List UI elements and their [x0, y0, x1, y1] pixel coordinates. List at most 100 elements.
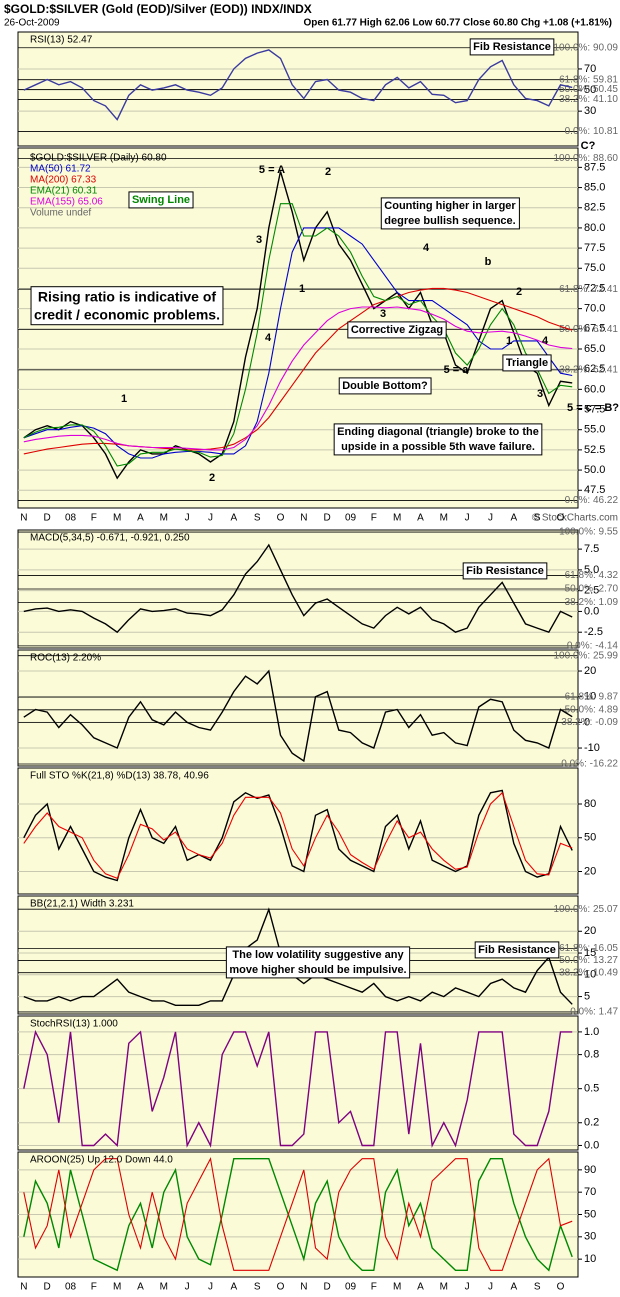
y-tick-label: 82.5	[584, 202, 605, 214]
annotation-text: 5 = a	[444, 364, 470, 376]
date: 26-Oct-2009	[4, 18, 60, 29]
panel-title: ROC(13) 2.20%	[30, 653, 101, 664]
fib-label: 38.2%: 1.09	[565, 597, 619, 608]
annotation-text: 4	[542, 335, 549, 347]
y-tick-label: 85.0	[584, 181, 605, 193]
annotation: Fib Resistance	[469, 38, 555, 56]
x-tick-label: J	[185, 513, 190, 524]
x-tick-label: J	[488, 1282, 493, 1293]
x-tick-label: M	[160, 513, 168, 524]
annotation-text: degree bullish sequence.	[384, 215, 515, 227]
y-tick-label: 5	[584, 990, 590, 1002]
annotation: Ending diagonal (triangle) broke to the u…	[333, 423, 543, 456]
annotation: 1	[506, 335, 512, 347]
annotation-box	[474, 941, 560, 959]
annotation-text: 2	[209, 472, 215, 484]
series-line	[23, 287, 573, 455]
annotation-text: 4	[265, 332, 272, 344]
fib-label: 0.0%: 10.81	[565, 126, 619, 137]
x-tick-label: O	[557, 513, 565, 524]
panel: -2.5 0.0 2.5 5.0 7.5 100.0%: 9.55 61.8%: 4.32 5…	[17, 527, 619, 651]
fib-label: 50.0%: 50.45	[559, 84, 618, 95]
panel-title: BB(21,2.1) Width 3.231	[30, 899, 134, 910]
x-tick-label: 09	[345, 513, 357, 524]
panel: 0.0 0.2 0.5 0.8 1.0 StochRSI(13) 1.000	[17, 1015, 599, 1151]
y-tick-label: 80	[584, 798, 596, 810]
series-line	[23, 907, 573, 1006]
annotation-text: upside in a possible 5th wave failure.	[341, 441, 535, 453]
annotation-text: Ending diagonal (triangle) broke to the	[337, 426, 539, 438]
annotation: Rising ratio is indicative of credit / ec…	[30, 286, 224, 326]
y-tick-label: 57.5	[584, 403, 605, 415]
series-line	[23, 1029, 573, 1148]
annotation-text: 2	[325, 166, 331, 178]
annotation-text: Rising ratio is indicative of	[38, 289, 216, 305]
annotation: 5 = a	[444, 364, 470, 376]
x-tick-label: J	[465, 1282, 470, 1293]
annotation: 4	[423, 242, 430, 254]
x-tick-label: N	[300, 1282, 307, 1293]
x-tick-label: J	[488, 513, 493, 524]
y-tick-label: 0.2	[584, 1117, 599, 1129]
panel: 20 50 80 Full STO %K(21,8) %D(13) 38.78, 40…	[17, 767, 596, 895]
x-tick-label: A	[230, 513, 237, 524]
annotation: 2	[516, 286, 522, 298]
annotation-text: 3	[537, 388, 543, 400]
y-tick-label: 10	[584, 969, 596, 981]
legend-entry: $GOLD:$SILVER (Daily) 60.80	[30, 153, 167, 164]
x-tick-label: S	[254, 513, 261, 524]
fib-label: 50.0%: 13.27	[559, 955, 618, 966]
annotation: 2	[209, 472, 215, 484]
fib-label: 38.2%: -0.09	[561, 717, 618, 728]
panel-title: MACD(5,34,5) -0.671, -0.921, 0.250	[30, 533, 190, 544]
x-tick-label: J	[208, 513, 213, 524]
panel-title: RSI(13) 52.47	[30, 35, 93, 46]
y-tick-label: -10	[584, 742, 600, 754]
fib-label: 0.0%: -16.22	[561, 759, 618, 770]
x-tick-label: J	[208, 1282, 213, 1293]
annotation-text: 3	[380, 308, 386, 320]
annotation: 4	[542, 335, 549, 347]
panel-title: AROON(25) Up 12.0 Down 44.0	[30, 1155, 173, 1166]
annotation: 1	[299, 283, 305, 295]
y-tick-label: 90	[584, 1164, 596, 1176]
fib-label: 100.0%: 90.09	[554, 42, 619, 53]
fib-label: 100.0%: 9.55	[559, 527, 618, 538]
fib-label: 61.8%: 4.32	[565, 570, 619, 581]
y-tick-label: 20	[584, 925, 596, 937]
annotation-box	[30, 286, 224, 326]
annotation: The low volatility suggestive any move hi…	[225, 946, 411, 979]
annotation-text: b	[485, 256, 492, 268]
x-tick-label: F	[91, 513, 97, 524]
x-tick-label: D	[44, 513, 51, 524]
y-tick-label: 1.0	[584, 1026, 599, 1038]
x-tick-label: F	[371, 513, 377, 524]
legend-entry: EMA(21) 60.31	[30, 186, 98, 197]
x-tick-label: O	[557, 1282, 565, 1293]
plot-area	[17, 767, 579, 895]
series-line	[23, 1157, 573, 1271]
x-tick-label: A	[417, 1282, 424, 1293]
annotation-text: Fib Resistance	[478, 944, 556, 956]
y-tick-label: 72.5	[584, 282, 605, 294]
annotation-text: Fib Resistance	[466, 565, 544, 577]
y-tick-label: 0.8	[584, 1049, 599, 1061]
y-tick-label: 47.5	[584, 484, 605, 496]
y-tick-label: 2.5	[584, 585, 599, 597]
annotation-box	[380, 197, 520, 230]
y-tick-label: 5.0	[584, 564, 599, 576]
annotation: Fib Resistance	[474, 941, 560, 959]
x-tick-label: S	[534, 1282, 541, 1293]
annotation: 4	[265, 332, 272, 344]
annotation-text: Corrective Zigzag	[351, 324, 443, 336]
y-tick-label: 65.0	[584, 343, 605, 355]
x-tick-label: D	[324, 1282, 331, 1293]
x-tick-label: F	[91, 1282, 97, 1293]
annotation: 3	[537, 388, 543, 400]
fib-label: 61.8%: 9.87	[565, 692, 619, 703]
y-tick-label: 62.5	[584, 363, 605, 375]
panel: 10 30 50 70 90 AROON(25) Up 12.0 Down 44.0 N D 0…	[17, 1151, 596, 1293]
annotation-box	[225, 946, 411, 979]
